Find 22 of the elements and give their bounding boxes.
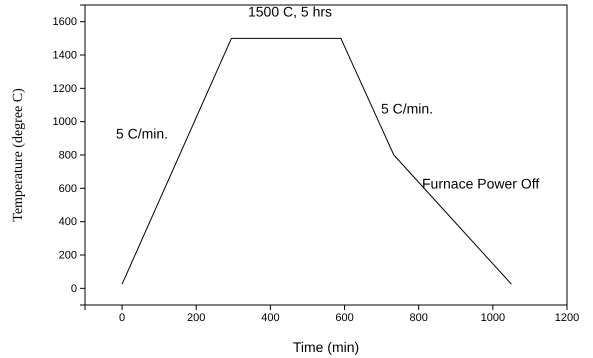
x-tick-label: 0: [119, 312, 126, 324]
y-tick-label: 1400: [52, 50, 77, 62]
x-tick-label: 1200: [554, 312, 580, 324]
x-tick-label: 200: [187, 312, 206, 324]
annotation: 5 C/min.: [116, 126, 168, 142]
annotation: 5 C/min.: [380, 100, 434, 117]
y-tick-label: 800: [58, 150, 77, 162]
y-tick-label: 0: [70, 282, 77, 295]
y-tick-label: 600: [58, 182, 77, 195]
y-tick-label: 1000: [52, 116, 77, 128]
x-tick-label: 600: [335, 312, 354, 324]
annotation: 1500 C, 5 hrs: [248, 4, 332, 20]
x-tick-label: 1000: [480, 312, 506, 324]
annotation: Furnace Power Off: [422, 176, 540, 192]
y-tick-label: 1200: [52, 82, 77, 95]
y-axis-title: Temperature (degree C): [11, 88, 26, 222]
y-tick-label: 200: [58, 250, 77, 262]
y-tick-label: 400: [58, 216, 77, 228]
y-tick-label: 1600: [52, 16, 77, 28]
x-axis-title: Time (min): [292, 339, 360, 355]
x-tick-label: 800: [410, 312, 428, 324]
x-tick-label: 400: [261, 312, 280, 324]
